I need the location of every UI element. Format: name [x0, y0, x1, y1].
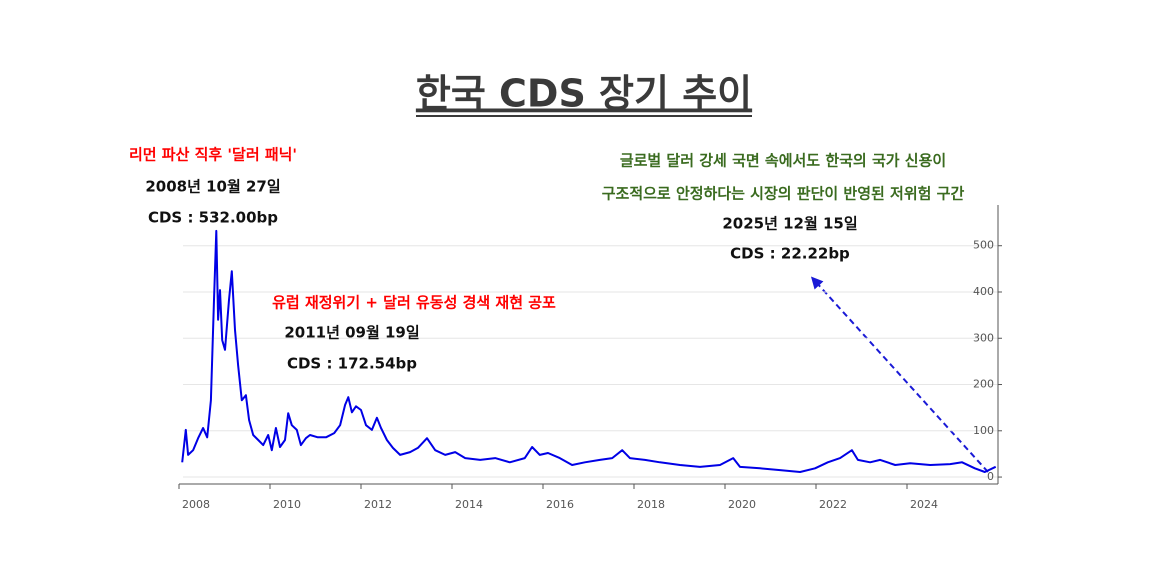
arrow [810, 276, 989, 473]
y-tick-label: 500 [973, 239, 994, 252]
x-tick-label: 2012 [364, 498, 392, 511]
y-tick-label: 200 [973, 378, 994, 391]
annotation: 구조적으로 안정하다는 시장의 판단이 반영된 저위험 구간 [602, 185, 965, 203]
annotation: 유럽 재정위기 + 달러 유동성 경색 재현 공포 [272, 294, 556, 312]
x-tick-label: 2016 [546, 498, 574, 511]
x-tick-label: 2008 [182, 498, 210, 511]
annotation: CDS : 532.00bp [148, 209, 278, 227]
annotation: 2011년 09월 19일 [284, 324, 419, 342]
annotation: 글로벌 달러 강세 국면 속에서도 한국의 국가 신용이 [620, 152, 946, 170]
x-tick-label: 2020 [728, 498, 756, 511]
x-tick-label: 2018 [637, 498, 665, 511]
y-tick-label: 0 [987, 470, 994, 483]
line [181, 229, 997, 473]
annotation: 2025년 12월 15일 [722, 215, 857, 233]
x-tick-label: 2014 [455, 498, 483, 511]
x-tick-label: 2024 [910, 498, 938, 511]
annotation: 리먼 파산 직후 '달러 패닉' [129, 146, 297, 164]
y-tick-label: 300 [973, 331, 994, 344]
chart-title: 한국 CDS 장기 추이 [416, 72, 752, 116]
y-tick-label: 400 [973, 285, 994, 298]
y-tick-label: 100 [973, 424, 994, 437]
annotation: 2008년 10월 27일 [145, 178, 280, 196]
x-tick-label: 2022 [819, 498, 847, 511]
annotation: CDS : 172.54bp [287, 355, 417, 373]
annotation: CDS : 22.22bp [730, 245, 850, 263]
x-tick-label: 2010 [273, 498, 301, 511]
